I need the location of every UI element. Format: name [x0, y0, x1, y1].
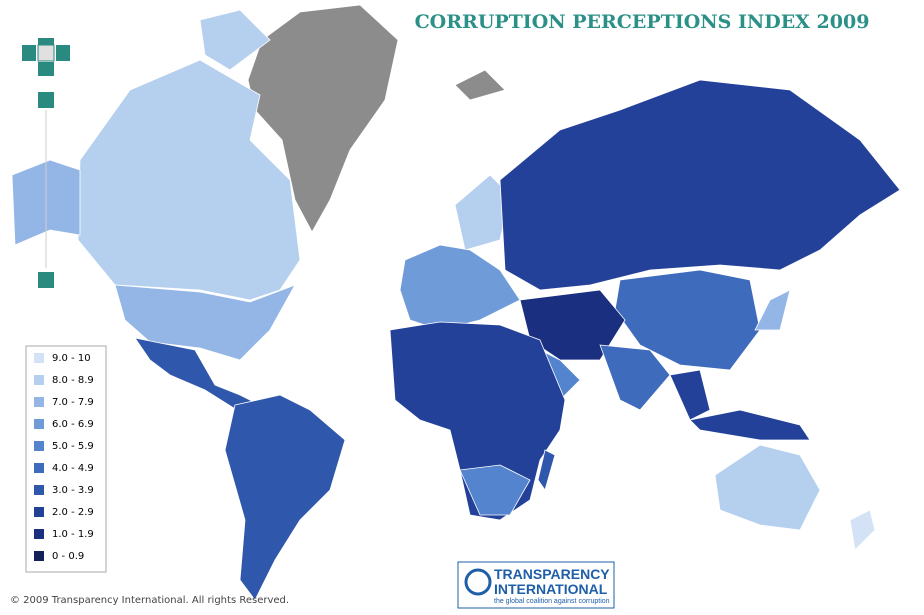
legend-label: 8.0 - 8.9	[52, 375, 94, 386]
logo-tagline: the global coalition against corruption	[494, 598, 610, 605]
legend-label: 2.0 - 2.9	[52, 507, 94, 518]
legend-label: 5.0 - 5.9	[52, 441, 94, 452]
legend-label: 4.0 - 4.9	[52, 463, 94, 474]
logo-line2: INTERNATIONAL	[494, 581, 608, 597]
logo-line1: TRANSPARENCY	[494, 566, 610, 582]
legend-swatch	[34, 353, 44, 363]
legend: 9.0 - 10 8.0 - 8.9 7.0 - 7.9 6.0 - 6.9 5.0 -…	[34, 353, 94, 562]
legend-swatch	[34, 441, 44, 451]
legend-label: 7.0 - 7.9	[52, 397, 94, 408]
legend-swatch	[34, 485, 44, 495]
title: CORRUPTION PERCEPTIONS INDEX 2009	[415, 11, 870, 33]
legend-swatch	[34, 529, 44, 539]
pan-down[interactable]	[38, 62, 54, 76]
pan-right[interactable]	[56, 45, 70, 61]
logo: TRANSPARENCY INTERNATIONAL the global co…	[457, 561, 615, 609]
copyright: © 2009 Transparency International. All r…	[10, 595, 289, 606]
legend-swatch	[34, 507, 44, 517]
legend-swatch	[34, 419, 44, 429]
zoom-out[interactable]	[38, 272, 54, 288]
logo-icon	[464, 568, 492, 596]
legend-label: 3.0 - 3.9	[52, 485, 94, 496]
zoom-in[interactable]	[38, 92, 54, 108]
zoom-controls	[22, 38, 70, 288]
legend-swatch	[34, 375, 44, 385]
legend-label: 9.0 - 10	[52, 353, 91, 364]
legend-label: 0 - 0.9	[52, 551, 84, 562]
legend-swatch	[34, 397, 44, 407]
legend-label: 1.0 - 1.9	[52, 529, 94, 540]
logo-frame	[457, 561, 615, 609]
home[interactable]	[37, 44, 55, 62]
legend-swatch	[34, 551, 44, 561]
legend-swatch	[34, 463, 44, 473]
pan-left[interactable]	[22, 45, 36, 61]
world-map	[11, 4, 901, 601]
legend-label: 6.0 - 6.9	[52, 419, 94, 430]
